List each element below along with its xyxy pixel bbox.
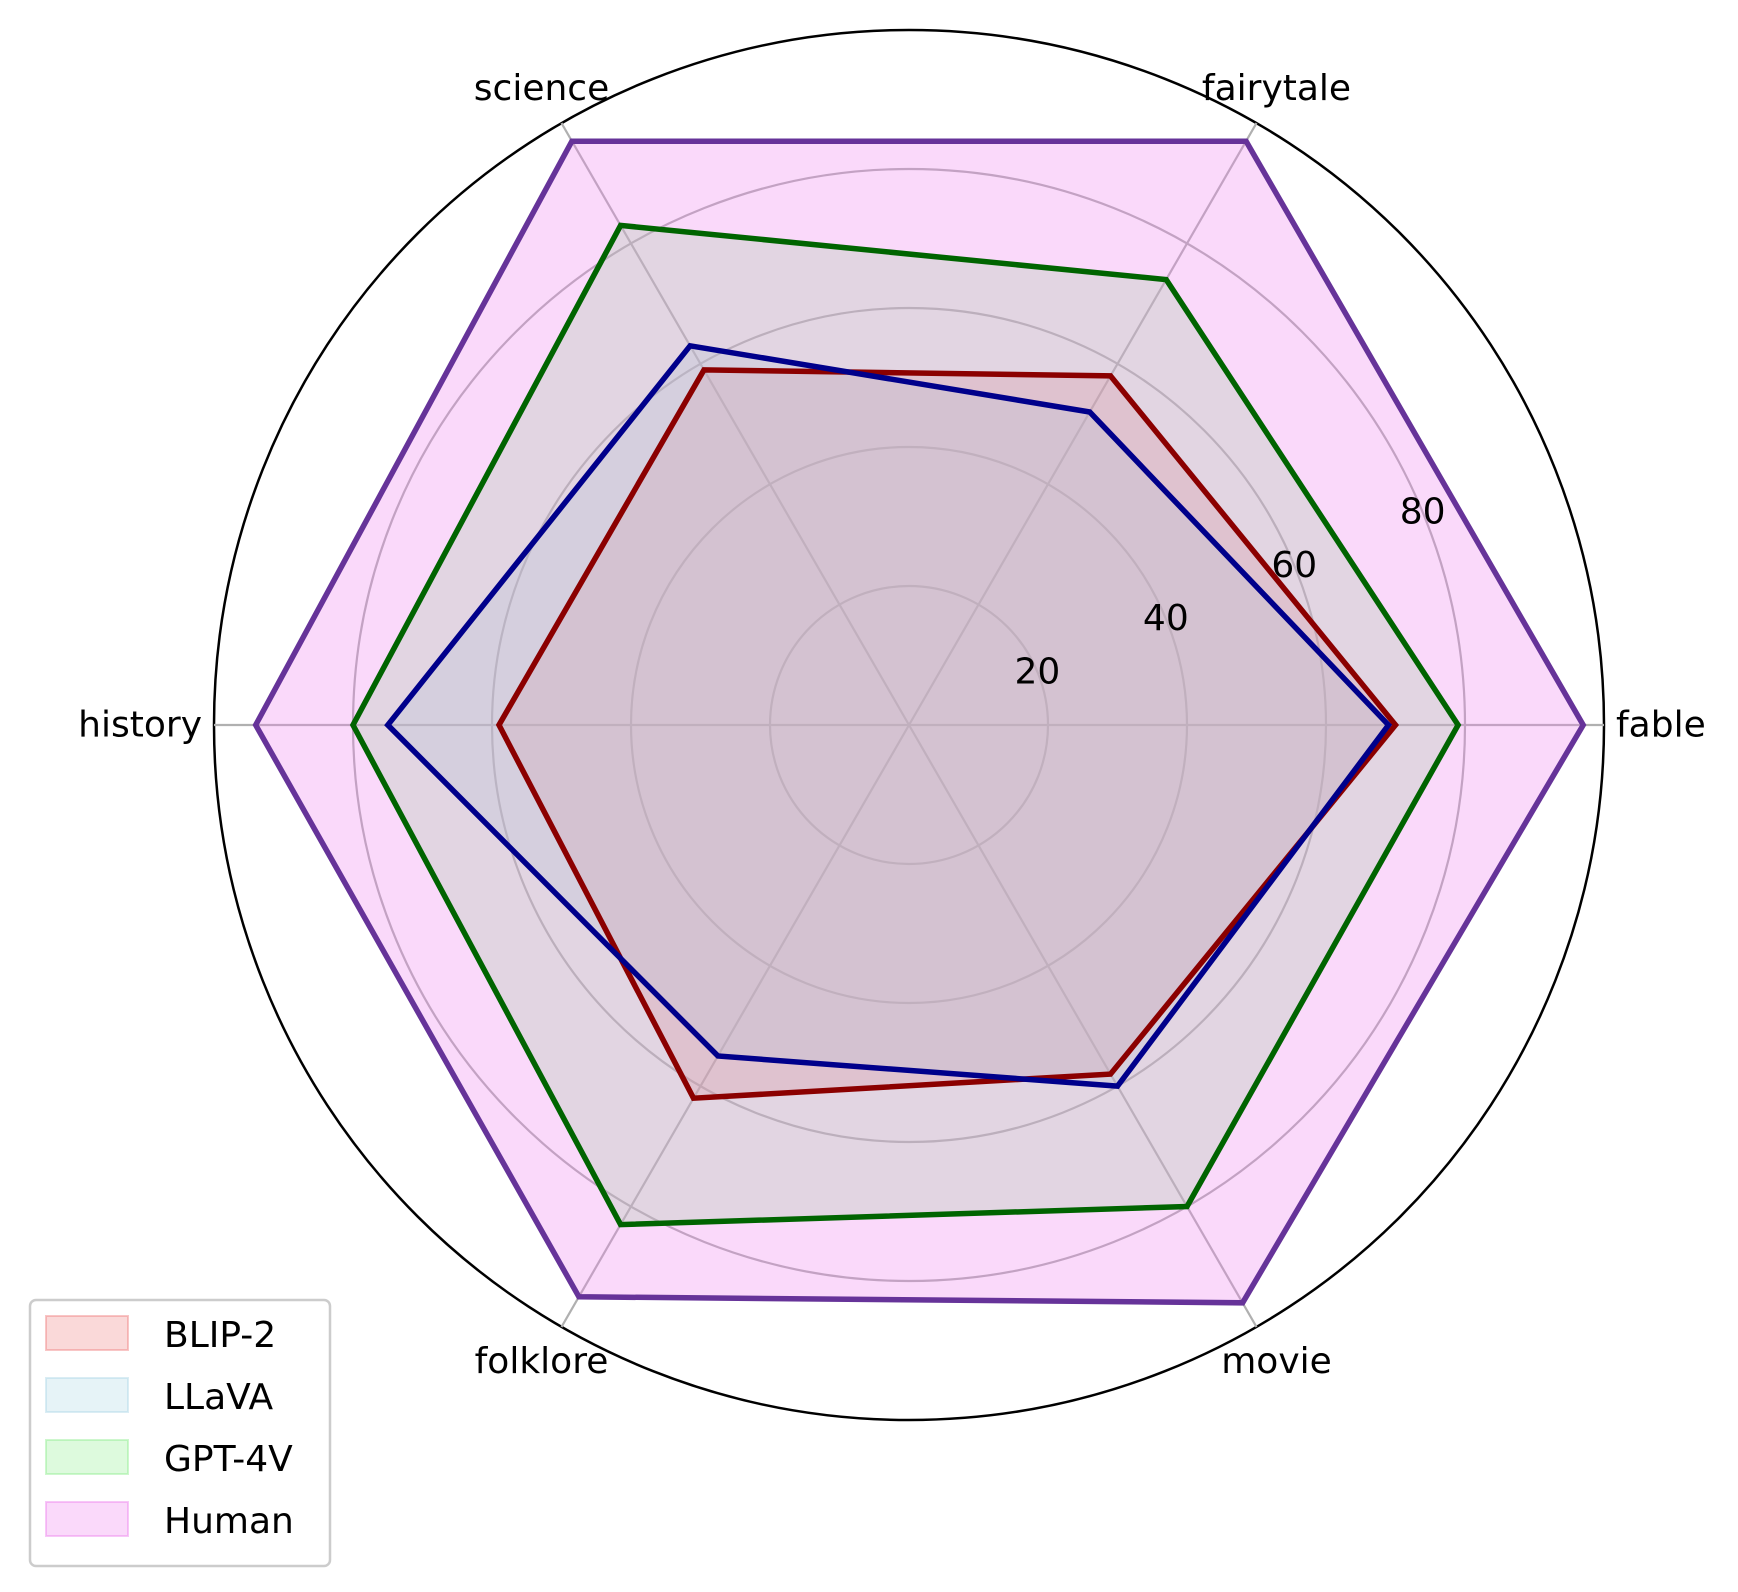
- legend-swatch-gpt-4v: [45, 1439, 129, 1475]
- legend: BLIP-2 LLaVA GPT-4V Human: [28, 1298, 332, 1568]
- axis-label-fable: fable: [1616, 705, 1706, 746]
- radial-tick-20: 20: [1015, 651, 1061, 692]
- legend-label-human: Human: [164, 1501, 294, 1542]
- radial-tick-60: 60: [1271, 545, 1317, 586]
- series-line-llava: [384, 342, 1393, 1089]
- series-fill-llava: [387, 345, 1389, 1087]
- legend-entry-llava: LLaVA: [45, 1377, 273, 1418]
- axis-label-folklore: folklore: [475, 1341, 609, 1382]
- legend-swatch-llava: [45, 1377, 129, 1413]
- axis-label-fairytale: fairytale: [1202, 68, 1351, 109]
- radial-tick-labels: 20 40 60 80: [1015, 492, 1446, 693]
- legend-entry-gpt-4v: GPT-4V: [45, 1439, 293, 1480]
- series-line-blip-2: [495, 367, 1400, 1102]
- spoke-fairytale: [908, 122, 1258, 726]
- series-lines: [252, 138, 1587, 1306]
- legend-label-llava: LLaVA: [164, 1377, 273, 1418]
- series-line-human: [252, 138, 1587, 1306]
- radial-tick-40: 40: [1143, 598, 1189, 639]
- axis-label-science: science: [474, 68, 609, 109]
- axis-label-movie: movie: [1221, 1341, 1332, 1382]
- legend-label-gpt-4v: GPT-4V: [164, 1439, 293, 1480]
- legend-swatch-blip-2: [45, 1315, 129, 1351]
- axis-labels: fable fairytale science history folklore movi…: [78, 68, 1706, 1382]
- series-fill-human: [255, 141, 1584, 1303]
- series-fills: [255, 141, 1584, 1303]
- legend-label-blip-2: BLIP-2: [164, 1315, 276, 1356]
- series-fill-blip-2: [499, 369, 1396, 1099]
- legend-entry-human: Human: [45, 1501, 294, 1542]
- series-line-gpt-4v: [349, 222, 1462, 1228]
- axis-label-history: history: [78, 705, 202, 746]
- legend-frame: [28, 1298, 332, 1568]
- spoke-movie: [908, 724, 1258, 1328]
- radial-tick-80: 80: [1400, 492, 1446, 533]
- legend-swatch-human: [45, 1501, 129, 1537]
- radial-grid: [212, 28, 1606, 1422]
- legend-entry-blip-2: BLIP-2: [45, 1315, 276, 1356]
